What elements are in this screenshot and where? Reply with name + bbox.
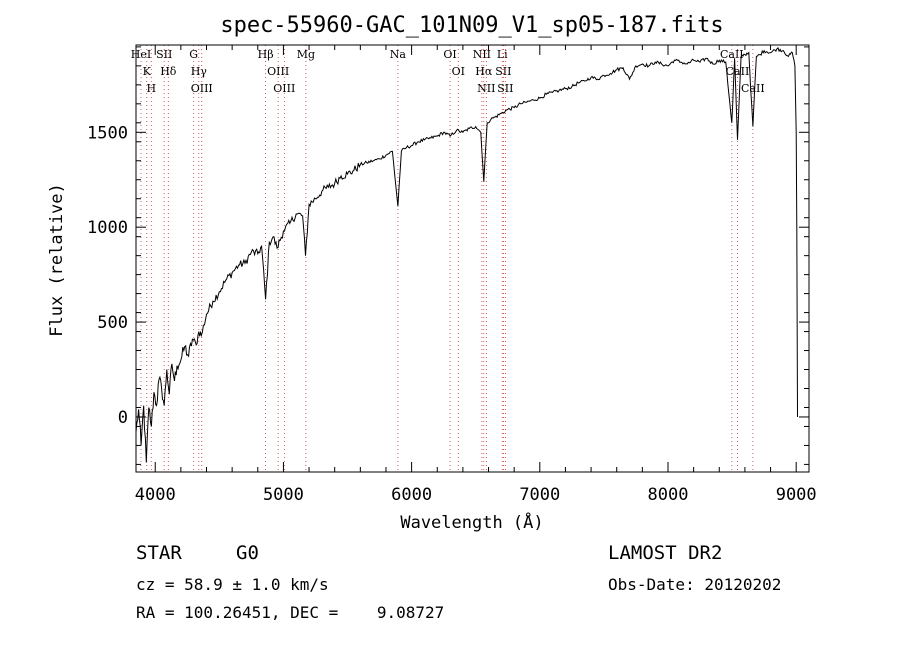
line-marker-label: Hβ [258, 48, 274, 61]
line-marker-label: SII [495, 65, 511, 78]
star-subclass: G0 [236, 542, 259, 564]
star-class: STAR [136, 542, 182, 564]
obs-date: Obs-Date: 20120202 [608, 575, 782, 594]
line-marker-label: Li [497, 48, 508, 61]
line-marker-label: Mg [297, 48, 315, 61]
y-tick-label: 500 [97, 313, 128, 333]
line-marker-label: OI [452, 65, 465, 78]
line-marker-label: OIII [273, 82, 295, 95]
plot-frame [135, 44, 810, 473]
survey-name: LAMOST DR2 [608, 542, 723, 564]
redshift-cz: cz = 58.9 ± 1.0 km/s [136, 575, 329, 594]
spectrum-line [135, 47, 798, 463]
line-marker-label: Na [390, 48, 407, 61]
line-marker-label: HeI [131, 48, 151, 61]
x-tick-label: 8000 [648, 485, 689, 505]
y-tick-label: 0 [118, 408, 128, 428]
line-marker-label: OIII [267, 65, 289, 78]
line-marker-label: SII [497, 82, 513, 95]
line-marker-label: Hδ [160, 65, 177, 78]
x-tick-label: 6000 [391, 485, 432, 505]
coordinates: RA = 100.26451, DEC = 9.08727 [136, 603, 445, 622]
spectrum-series [135, 47, 798, 463]
x-tick-label: 5000 [263, 485, 304, 505]
y-tick-label: 1500 [87, 123, 128, 143]
line-marker-label: K [143, 65, 152, 78]
x-axis-label: Wavelength (Å) [400, 511, 543, 533]
axis-ticks: 4000 5000 6000 7000 8000 9000 0 500 1000 1500 [87, 45, 817, 505]
line-marker-label: NII [477, 82, 495, 95]
line-marker-label: CaII [726, 65, 750, 78]
chart-title: spec-55960-GAC_101N09_V1_sp05-187.fits [220, 13, 723, 38]
line-marker-label: Hγ [191, 65, 208, 78]
line-marker-label: G [189, 48, 198, 61]
line-marker-label: CaII [741, 82, 765, 95]
line-marker-label: SII [156, 48, 172, 61]
y-axis-label: Flux (relative) [47, 183, 67, 337]
line-marker-label: OI [443, 48, 456, 61]
line-marker-label: Hα [475, 65, 493, 78]
x-tick-label: 9000 [776, 485, 817, 505]
x-tick-label: 4000 [135, 485, 176, 505]
x-tick-label: 7000 [519, 485, 560, 505]
y-tick-label: 1000 [87, 218, 128, 238]
line-marker-label: OIII [191, 82, 213, 95]
line-marker-label: H [146, 82, 156, 95]
line-markers: HeI KH SII Hδ G Hγ OIII Hβ OIII OIII Mg Na OI OI NII Hα… [131, 45, 765, 472]
